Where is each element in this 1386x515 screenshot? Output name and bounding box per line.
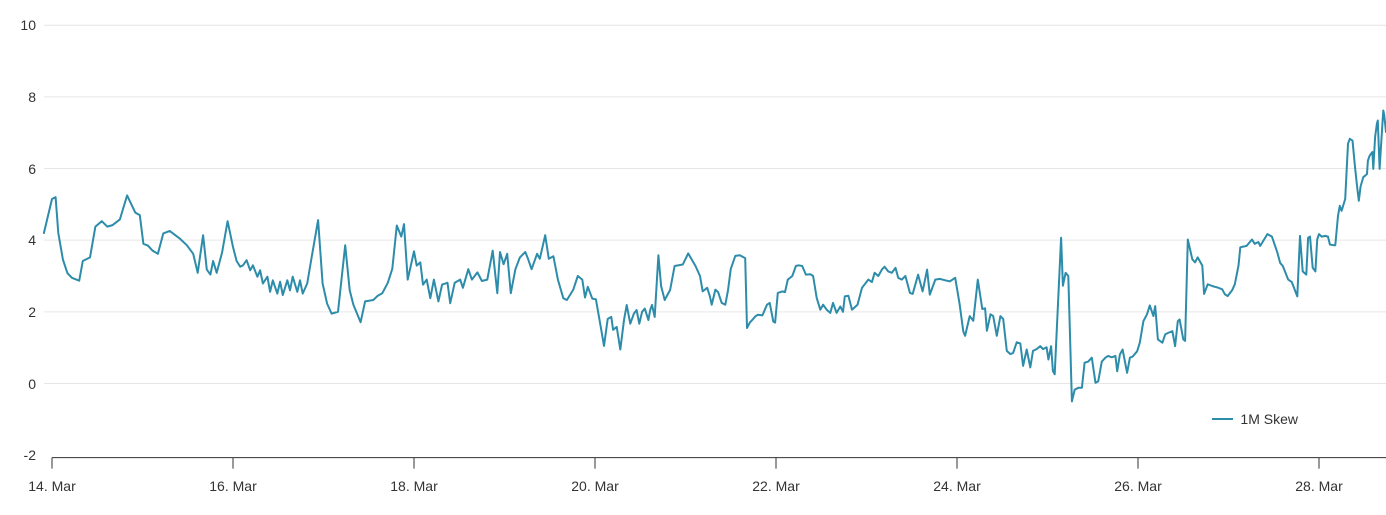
x-axis (51, 457, 1386, 469)
series-line-1m-skew[interactable] (42, 109, 1386, 403)
legend-label: 1M Skew (1240, 411, 1298, 427)
legend-item-1m-skew[interactable]: 1M Skew (1212, 411, 1298, 427)
legend-line-sample-icon (1212, 418, 1234, 420)
gridlines (44, 24, 1386, 384)
